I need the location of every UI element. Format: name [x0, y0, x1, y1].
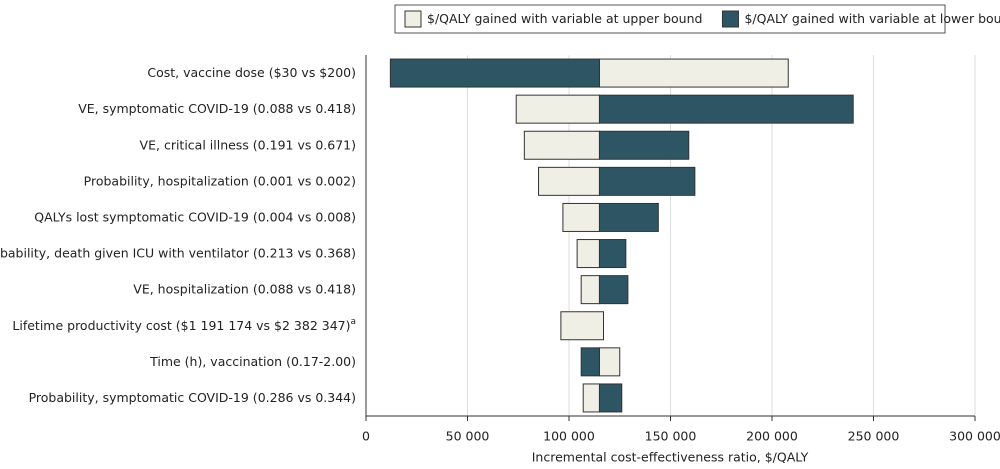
- bar: [576, 239, 600, 269]
- bar: [598, 166, 696, 196]
- bar: [598, 347, 621, 377]
- category-text: Probability, symptomatic COVID-19 (0.286…: [29, 389, 356, 404]
- category-text: Probability, death given ICU with ventil…: [0, 245, 356, 260]
- bar: [598, 383, 623, 413]
- category-text: VE, critical illness (0.191 vs 0.671): [140, 137, 356, 152]
- bar: [389, 58, 600, 88]
- category-text: VE, symptomatic COVID-19 (0.088 vs 0.418…: [78, 101, 356, 116]
- bar: [598, 58, 789, 88]
- bar: [598, 202, 659, 232]
- category-text: Lifetime productivity cost ($1 191 174 v…: [12, 317, 350, 332]
- legend-label: $/QALY gained with variable at upper bou…: [427, 11, 702, 26]
- category-text: Probability, hospitalization (0.001 vs 0…: [84, 173, 356, 188]
- x-tick-label: 250 000: [848, 429, 900, 444]
- bar: [598, 94, 854, 124]
- category-text: VE, hospitalization (0.088 vs 0.418): [133, 281, 356, 296]
- category-label: Probability, symptomatic COVID-19 (0.286…: [29, 389, 356, 404]
- legend-swatch: [721, 10, 739, 28]
- x-tick-label: 50 000: [446, 429, 490, 444]
- legend-swatch: [404, 10, 422, 28]
- x-tick-label: 300 000: [949, 429, 1000, 444]
- category-text: QALYs lost symptomatic COVID-19 (0.004 v…: [34, 209, 356, 224]
- category-label: Time (h), vaccination (0.17-2.00): [149, 353, 356, 368]
- legend-box: [394, 4, 946, 34]
- category-text: Time (h), vaccination (0.17-2.00): [149, 353, 356, 368]
- x-tick-label: 100 000: [543, 429, 595, 444]
- bar: [580, 347, 600, 377]
- bar: [582, 383, 600, 413]
- category-label: Probability, hospitalization (0.001 vs 0…: [84, 173, 356, 188]
- bar: [598, 130, 690, 160]
- category-label: QALYs lost symptomatic COVID-19 (0.004 v…: [34, 209, 356, 224]
- bar: [580, 275, 600, 305]
- x-tick-label: 200 000: [746, 429, 798, 444]
- x-tick-label: 150 000: [645, 429, 697, 444]
- bar: [515, 94, 600, 124]
- category-label: VE, symptomatic COVID-19 (0.088 vs 0.418…: [78, 101, 356, 116]
- superscript: a: [350, 316, 356, 326]
- category-label: Cost, vaccine dose ($30 vs $200): [147, 65, 356, 80]
- category-text: Cost, vaccine dose ($30 vs $200): [147, 65, 356, 80]
- category-label: Probability, death given ICU with ventil…: [0, 245, 356, 260]
- bar: [538, 166, 600, 196]
- bar: [598, 275, 629, 305]
- x-axis-label: Incremental cost-effectiveness ratio, $/…: [532, 450, 809, 465]
- bar: [523, 130, 600, 160]
- bar: [562, 202, 600, 232]
- legend-label: $/QALY gained with variable at lower bou…: [744, 11, 1000, 26]
- category-label: VE, critical illness (0.191 vs 0.671): [140, 137, 356, 152]
- category-label: Lifetime productivity cost ($1 191 174 v…: [12, 316, 356, 332]
- x-tick-label: 0: [362, 429, 370, 444]
- category-label: VE, hospitalization (0.088 vs 0.418): [133, 281, 356, 296]
- bar: [598, 239, 627, 269]
- bar: [560, 311, 605, 341]
